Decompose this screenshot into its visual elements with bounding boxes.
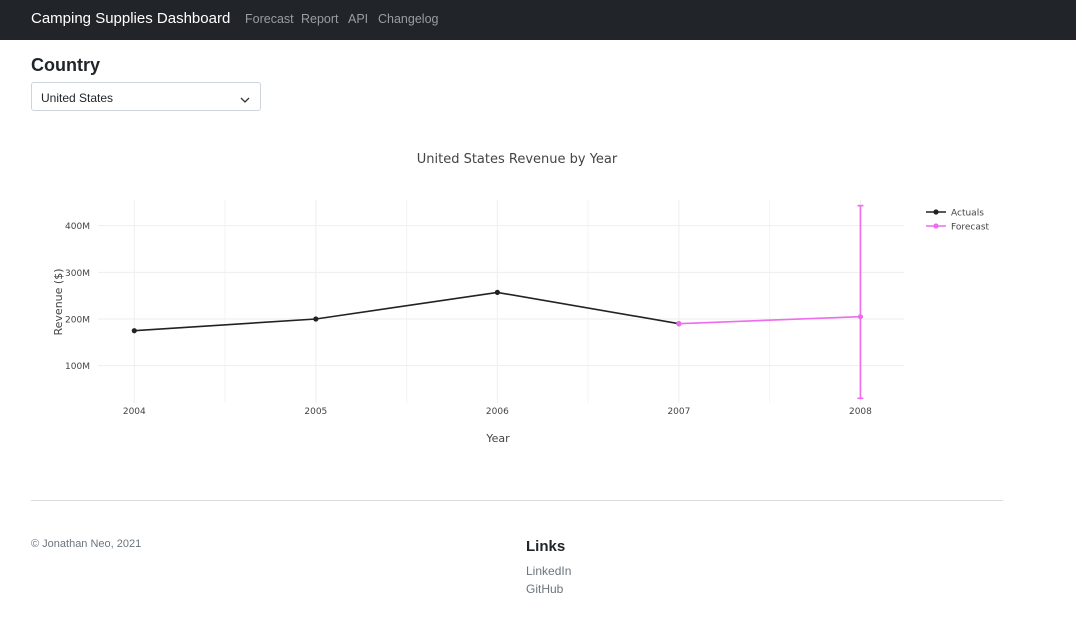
- legend-marker: [933, 209, 939, 215]
- y-tick-label: 200M: [65, 316, 90, 326]
- series-line-actuals: [134, 291, 680, 332]
- brand-link[interactable]: Camping Supplies Dashboard: [31, 10, 231, 27]
- x-tick-label: 2005: [304, 407, 327, 417]
- nav-link-changelog[interactable]: Changelog: [378, 12, 439, 26]
- data-point-actuals: [313, 316, 319, 322]
- country-heading: Country: [31, 55, 100, 75]
- revenue-chart: 100M 200M 300M 400M 2004 2005 2006 2007 2008 Unit…: [52, 152, 990, 445]
- chart-title: United States Revenue by Year: [417, 152, 618, 167]
- country-select-value: United States: [41, 91, 114, 105]
- nav-link-forecast[interactable]: Forecast: [245, 12, 294, 26]
- x-tick-label: 2006: [486, 407, 509, 417]
- data-point-forecast: [857, 314, 864, 320]
- y-axis-label: Revenue ($): [52, 269, 65, 336]
- x-tick-label: 2008: [849, 407, 872, 417]
- data-point-forecast: [676, 321, 682, 327]
- x-tick-label: 2007: [667, 407, 690, 417]
- navbar: Camping Supplies Dashboard Forecast Repo…: [0, 0, 1076, 40]
- x-tick-label: 2004: [123, 407, 146, 417]
- footer-divider: [31, 500, 1003, 501]
- legend-label: Forecast: [951, 223, 990, 233]
- chevron-down-icon: [240, 91, 250, 109]
- nav-link-report[interactable]: Report: [301, 12, 339, 26]
- links-heading: Links: [526, 538, 566, 555]
- y-tick-label: 100M: [65, 362, 90, 372]
- series-line-forecast: [678, 315, 861, 325]
- legend-label: Actuals: [951, 209, 984, 219]
- copyright-text: © Jonathan Neo, 2021: [31, 538, 142, 550]
- github-link[interactable]: GitHub: [526, 582, 564, 596]
- nav-link-api[interactable]: API: [348, 12, 369, 26]
- country-select[interactable]: United States: [31, 82, 261, 111]
- linkedin-link[interactable]: LinkedIn: [526, 564, 572, 578]
- data-point-actuals: [131, 328, 137, 334]
- data-point-actuals: [494, 289, 500, 295]
- y-tick-label: 300M: [65, 269, 90, 279]
- legend-marker: [933, 223, 939, 229]
- y-tick-label: 400M: [65, 222, 90, 232]
- x-axis-label: Year: [485, 432, 510, 445]
